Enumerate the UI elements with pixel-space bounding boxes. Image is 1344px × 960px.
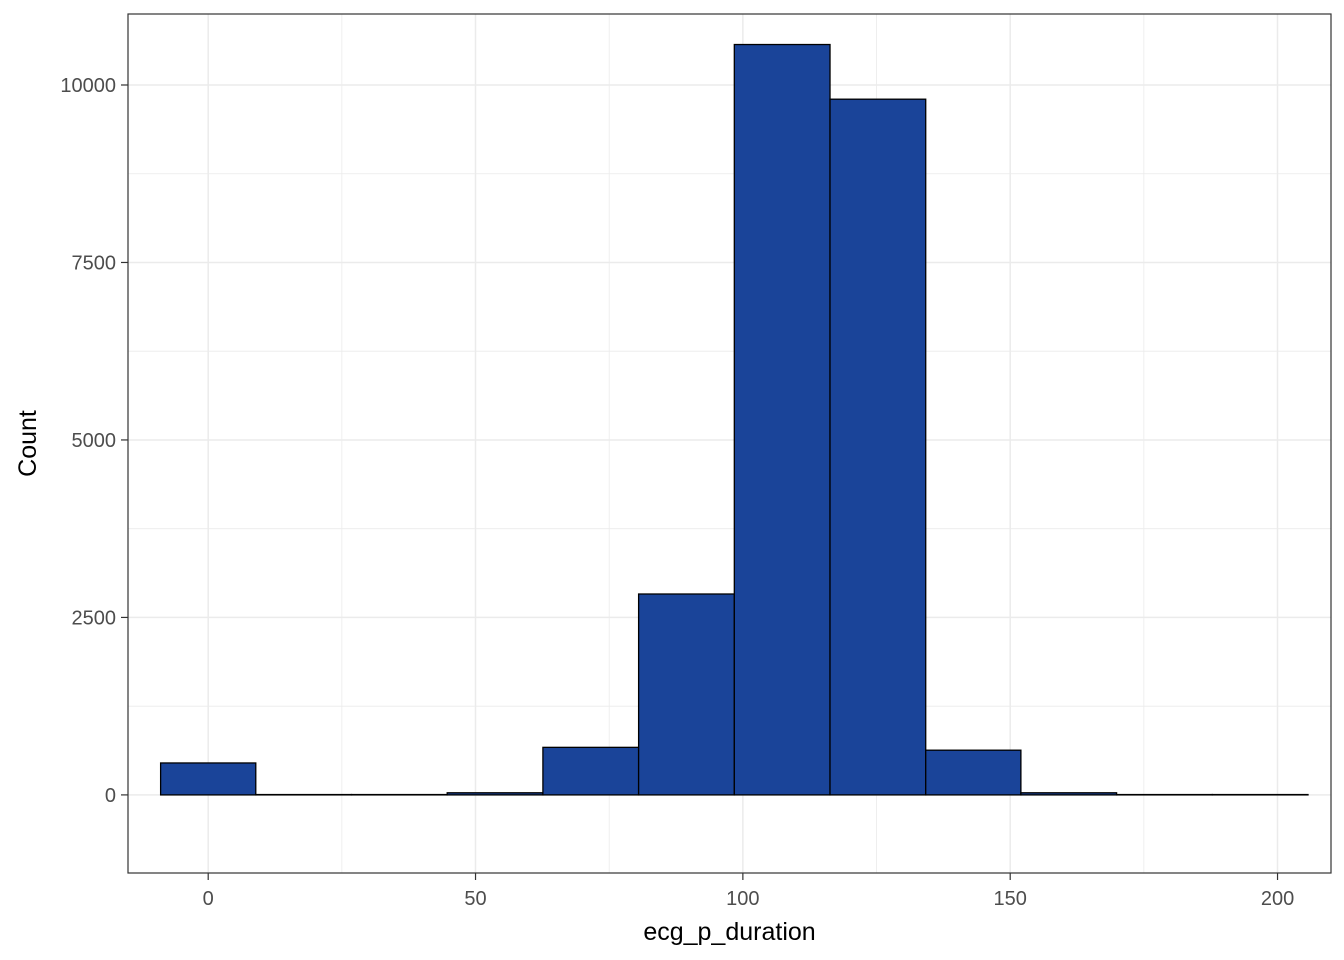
y-axis-title: Count xyxy=(14,410,42,477)
histogram-bar xyxy=(542,746,640,796)
axes: 0 50 100 150 200 0 2500 5000 7500 10000 xyxy=(60,75,1294,910)
histogram-bar xyxy=(446,792,544,796)
panel-border xyxy=(127,13,1332,874)
histogram-bars xyxy=(159,43,1309,796)
x-tick-label: 0 xyxy=(203,888,214,910)
y-tick-label: 2500 xyxy=(72,607,117,629)
histogram-bar xyxy=(829,98,927,796)
x-axis-title: ecg_p_duration xyxy=(643,918,815,946)
y-tick-label: 10000 xyxy=(60,75,116,97)
x-tick-label: 200 xyxy=(1261,888,1294,910)
x-tick-label: 100 xyxy=(726,888,759,910)
x-tick-label: 150 xyxy=(994,888,1027,910)
x-tick-label: 50 xyxy=(464,888,486,910)
histogram-bar xyxy=(637,593,735,796)
histogram-bar xyxy=(925,749,1022,796)
y-tick-label: 5000 xyxy=(72,430,117,452)
y-tick-label: 0 xyxy=(105,785,116,807)
histogram-bar xyxy=(733,43,831,796)
histogram-bar xyxy=(1020,792,1118,796)
histogram-bar xyxy=(159,762,257,796)
y-tick-label: 7500 xyxy=(72,252,117,274)
